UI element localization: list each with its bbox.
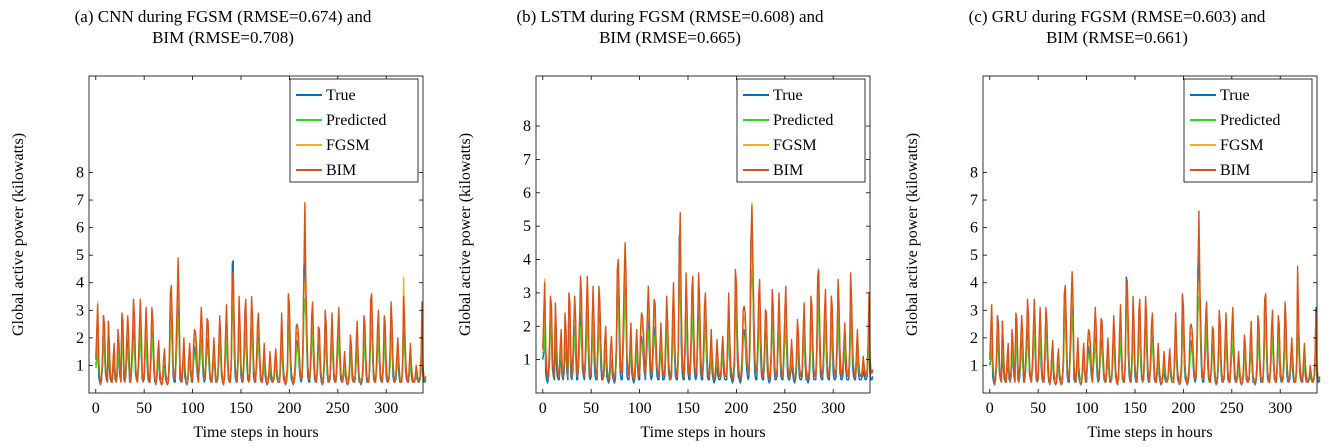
y-axis-label: Global active power (kilowatts) <box>904 133 921 336</box>
x-tick-label: 100 <box>181 400 205 417</box>
series-line-bim <box>542 205 874 381</box>
x-tick-label: 300 <box>374 400 398 417</box>
legend-label: BIM <box>326 162 356 179</box>
legend: True Predicted FGSM BIM <box>736 78 866 183</box>
x-tick-label: 250 <box>326 400 350 417</box>
x-tick-label: 200 <box>1171 400 1195 417</box>
legend-box <box>1183 78 1313 183</box>
x-tick-label: 300 <box>1268 400 1292 417</box>
legend-label: True <box>773 87 803 104</box>
chart-svg-lstm: 0 50 100 150 200 250 300 1 2 3 4 5 6 7 8 Time steps in … <box>457 75 874 441</box>
y-tick-label: 3 <box>970 302 978 319</box>
x-tick-label: 0 <box>539 400 547 417</box>
legend-label: BIM <box>1220 162 1250 179</box>
x-tick-label: 300 <box>821 400 845 417</box>
y-tick-label: 5 <box>523 218 531 235</box>
y-tick-label: 2 <box>523 318 531 335</box>
x-axis-label: Time steps in hours <box>640 424 765 441</box>
y-tick-label: 4 <box>970 275 978 292</box>
x-tick-label: 150 <box>676 400 700 417</box>
y-tick-label: 3 <box>76 302 84 319</box>
legend: True Predicted FGSM BIM <box>289 78 419 183</box>
legend-box <box>736 78 866 183</box>
chart-title-line2: BIM (RMSE=0.661) <box>1046 28 1188 47</box>
x-tick-label: 250 <box>773 400 797 417</box>
y-tick-label: 7 <box>970 192 978 209</box>
y-axis-label: Global active power (kilowatts) <box>10 133 27 336</box>
y-tick-label: 7 <box>76 192 84 209</box>
legend-label: FGSM <box>1220 137 1264 154</box>
y-tick-label: 3 <box>523 285 531 302</box>
x-tick-label: 50 <box>136 400 152 417</box>
y-tick-label: 4 <box>76 275 84 292</box>
y-tick-label: 2 <box>76 330 84 347</box>
y-tick-label: 1 <box>523 352 531 369</box>
legend-label: Predicted <box>773 112 833 129</box>
legend: True Predicted FGSM BIM <box>1183 78 1313 183</box>
y-tick-label: 2 <box>970 330 978 347</box>
x-tick-label: 200 <box>724 400 748 417</box>
x-tick-label: 250 <box>1220 400 1244 417</box>
x-tick-label: 100 <box>1075 400 1099 417</box>
chart-title: (a) CNN during FGSM (RMSE=0.674) and BIM… <box>0 6 446 48</box>
x-tick-label: 100 <box>628 400 652 417</box>
plot-frame <box>982 75 1318 394</box>
y-tick-label: 1 <box>76 357 84 374</box>
series-line-bim <box>989 210 1321 386</box>
chart-title-line2: BIM (RMSE=0.665) <box>599 28 741 47</box>
x-axis-label: Time steps in hours <box>193 424 318 441</box>
series-line-bim <box>95 202 427 386</box>
legend-box <box>289 78 419 183</box>
y-tick-label: 5 <box>970 247 978 264</box>
x-tick-label: 150 <box>1123 400 1147 417</box>
chart-title-line1: (c) GRU during FGSM (RMSE=0.603) and <box>968 7 1266 26</box>
chart-title-line1: (a) CNN during FGSM (RMSE=0.674) and <box>74 7 372 26</box>
plot-frame <box>535 75 871 394</box>
chart-panel-cnn: (a) CNN during FGSM (RMSE=0.674) and BIM… <box>0 0 446 447</box>
chart-panel-lstm: (b) LSTM during FGSM (RMSE=0.608) and BI… <box>447 0 893 447</box>
legend-label: FGSM <box>326 137 370 154</box>
y-tick-label: 1 <box>970 357 978 374</box>
chart-title-line1: (b) LSTM during FGSM (RMSE=0.608) and <box>516 7 824 26</box>
legend-label: True <box>326 87 356 104</box>
y-tick-label: 7 <box>523 151 531 168</box>
y-tick-label: 6 <box>970 220 978 237</box>
plot-frame <box>88 75 424 394</box>
chart-title: (c) GRU during FGSM (RMSE=0.603) and BIM… <box>894 6 1340 48</box>
x-tick-label: 0 <box>986 400 994 417</box>
x-tick-label: 150 <box>229 400 253 417</box>
y-axis-label: Global active power (kilowatts) <box>457 133 474 336</box>
y-tick-label: 5 <box>76 247 84 264</box>
legend-label: FGSM <box>773 137 817 154</box>
x-tick-label: 200 <box>277 400 301 417</box>
chart-title: (b) LSTM during FGSM (RMSE=0.608) and BI… <box>447 6 893 48</box>
y-tick-label: 4 <box>523 252 531 269</box>
x-tick-label: 50 <box>1030 400 1046 417</box>
chart-svg-cnn: 0 50 100 150 200 250 300 1 2 3 4 5 6 7 8 Time steps in … <box>10 75 427 441</box>
legend-label: Predicted <box>1220 112 1280 129</box>
y-tick-label: 8 <box>970 164 978 181</box>
legend-label: Predicted <box>326 112 386 129</box>
x-tick-label: 50 <box>583 400 599 417</box>
x-tick-label: 0 <box>92 400 100 417</box>
legend-label: BIM <box>773 162 803 179</box>
legend-label: True <box>1220 87 1250 104</box>
y-tick-label: 6 <box>523 185 531 202</box>
chart-panel-gru: (c) GRU during FGSM (RMSE=0.603) and BIM… <box>894 0 1340 447</box>
y-tick-label: 6 <box>76 220 84 237</box>
y-tick-label: 8 <box>76 164 84 181</box>
y-tick-label: 8 <box>523 118 531 135</box>
chart-title-line2: BIM (RMSE=0.708) <box>152 28 294 47</box>
chart-svg-gru: 0 50 100 150 200 250 300 1 2 3 4 5 6 7 8 Time steps in … <box>904 75 1321 441</box>
x-axis-label: Time steps in hours <box>1087 424 1212 441</box>
